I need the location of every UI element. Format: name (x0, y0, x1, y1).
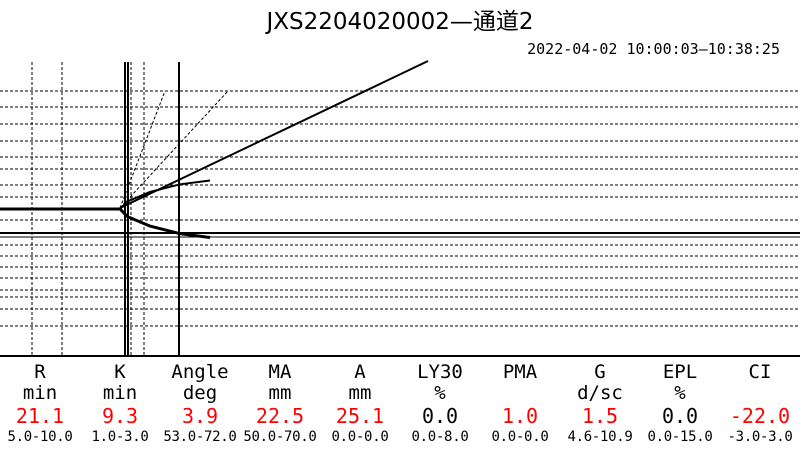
param-range: 53.0-72.0 (163, 429, 237, 445)
time-range: 2022-04-02 10:00:03—10:38:25 (527, 40, 780, 58)
angle-line (119, 60, 429, 209)
param-range: -3.0-3.0 (727, 429, 793, 445)
param-name: G (594, 361, 606, 383)
param-unit: mm (348, 382, 372, 404)
param-unit: % (434, 382, 446, 404)
param-ly30: LY30% 0.0 0.0-8.0 (400, 362, 480, 446)
param-range: 0.0-0.0 (331, 429, 389, 445)
param-unit: min (102, 382, 138, 404)
param-epl: EPL% 0.0 0.0-15.0 (640, 362, 720, 446)
param-value: 22.5 (255, 404, 305, 428)
param-unit: % (674, 382, 686, 404)
param-name: LY30 (417, 361, 463, 383)
param-name: K (114, 361, 126, 383)
param-value: 1.0 (501, 404, 539, 428)
param-range: 50.0-70.0 (243, 429, 317, 445)
param-name: A (354, 361, 366, 383)
param-range: 5.0-10.0 (7, 429, 73, 445)
param-pma: PMA 1.0 0.0-0.0 (480, 362, 560, 446)
solid-guide-lines (0, 60, 800, 357)
param-name: PMA (502, 361, 538, 383)
param-value: 21.1 (15, 404, 65, 428)
param-range: 1.0-3.0 (91, 429, 149, 445)
param-value: 0.0 (421, 404, 459, 428)
param-unit (720, 383, 800, 404)
param-name: CI (748, 361, 772, 383)
reference-ray (119, 90, 229, 209)
dashed-grid (0, 62, 800, 356)
param-value: 3.9 (181, 404, 219, 428)
param-name: EPL (662, 361, 698, 383)
param-name: Angle (171, 361, 229, 383)
chart-title: JXS2204020002—通道2 (266, 9, 534, 35)
param-range: 0.0-0.0 (491, 429, 549, 445)
trace-series-2 (0, 179, 211, 210)
param-unit: deg (182, 382, 218, 404)
param-range: 0.0-15.0 (647, 429, 713, 445)
param-value: 0.0 (661, 404, 699, 428)
param-value: 1.5 (581, 404, 619, 428)
param-range: 0.0-8.0 (411, 429, 469, 445)
param-value: -22.0 (729, 404, 791, 428)
param-value: 25.1 (335, 404, 385, 428)
param-value: 9.3 (101, 404, 139, 428)
param-angle: Angle deg 3.9 53.0-72.0 (160, 362, 240, 446)
param-name: MA (268, 361, 292, 383)
param-ci: CI -22.0 -3.0-3.0 (720, 362, 800, 446)
param-range: 4.6-10.9 (567, 429, 633, 445)
param-unit: mm (268, 382, 292, 404)
param-name: R (34, 361, 46, 383)
param-unit (480, 383, 560, 404)
teg-chart (0, 60, 800, 357)
param-unit: min (22, 382, 58, 404)
param-unit: d/sc (577, 382, 623, 404)
param-ma: MA mm 22.5 50.0-70.0 (240, 362, 320, 446)
